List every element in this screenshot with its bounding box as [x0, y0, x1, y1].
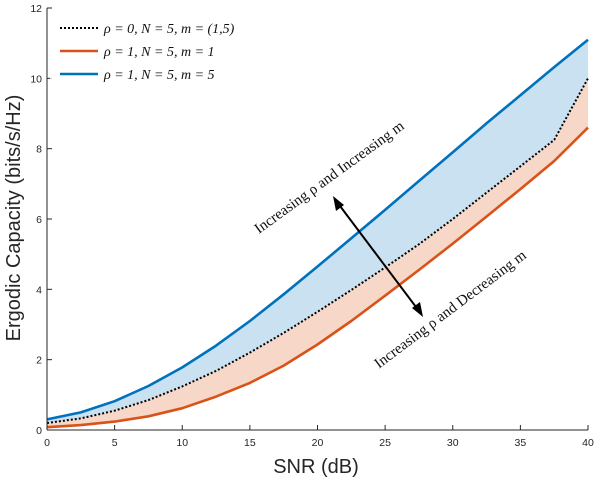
series-line-0	[46, 77, 589, 424]
x-tick-label: 20	[312, 437, 324, 449]
legend-label-rho1-m1: ρ = 1, N = 5, m = 1	[103, 45, 215, 60]
x-tick-label: 10	[176, 437, 188, 449]
y-tick-label: 4	[36, 284, 42, 296]
x-tick-label: 25	[379, 437, 391, 449]
double-arrow	[333, 196, 423, 317]
series-line-2	[46, 38, 589, 421]
y-tick-label: 2	[36, 355, 42, 367]
y-axis-label: Ergodic Capacity (bits/s/Hz)	[3, 95, 25, 342]
y-tick-labels: 0 2 4 6 8 10 12	[30, 3, 42, 437]
y-tick-label: 6	[36, 214, 42, 226]
shaded-region-0	[47, 39, 588, 423]
arrowhead-lower	[412, 302, 423, 317]
shaded-regions	[47, 39, 588, 428]
legend-label-rho1-m5: ρ = 1, N = 5, m = 5	[103, 68, 215, 83]
arrowhead-upper	[333, 196, 344, 211]
x-tick-label: 30	[447, 437, 459, 449]
x-tick-labels: 0 5 10 15 20 25 30 35 40	[44, 437, 594, 449]
series-line-1	[46, 126, 589, 429]
double-arrow-line	[336, 201, 420, 312]
x-tick-label: 15	[244, 437, 256, 449]
legend-label-rho0: ρ = 0, N = 5, m = (1,5)	[103, 22, 235, 37]
x-tick-label: 40	[582, 437, 594, 449]
y-tick-label: 10	[30, 73, 42, 85]
x-tick-label: 35	[515, 437, 527, 449]
y-tick-label: 8	[36, 144, 42, 156]
x-tick-label: 0	[44, 437, 50, 449]
x-tick-label: 5	[112, 437, 118, 449]
y-tick-label: 0	[36, 425, 42, 437]
y-tick-label: 12	[30, 3, 42, 15]
series-lines	[46, 38, 589, 429]
legend: ρ = 0, N = 5, m = (1,5) ρ = 1, N = 5, m …	[50, 10, 312, 86]
axes	[46, 7, 589, 431]
x-axis-label: SNR (dB)	[273, 456, 359, 478]
